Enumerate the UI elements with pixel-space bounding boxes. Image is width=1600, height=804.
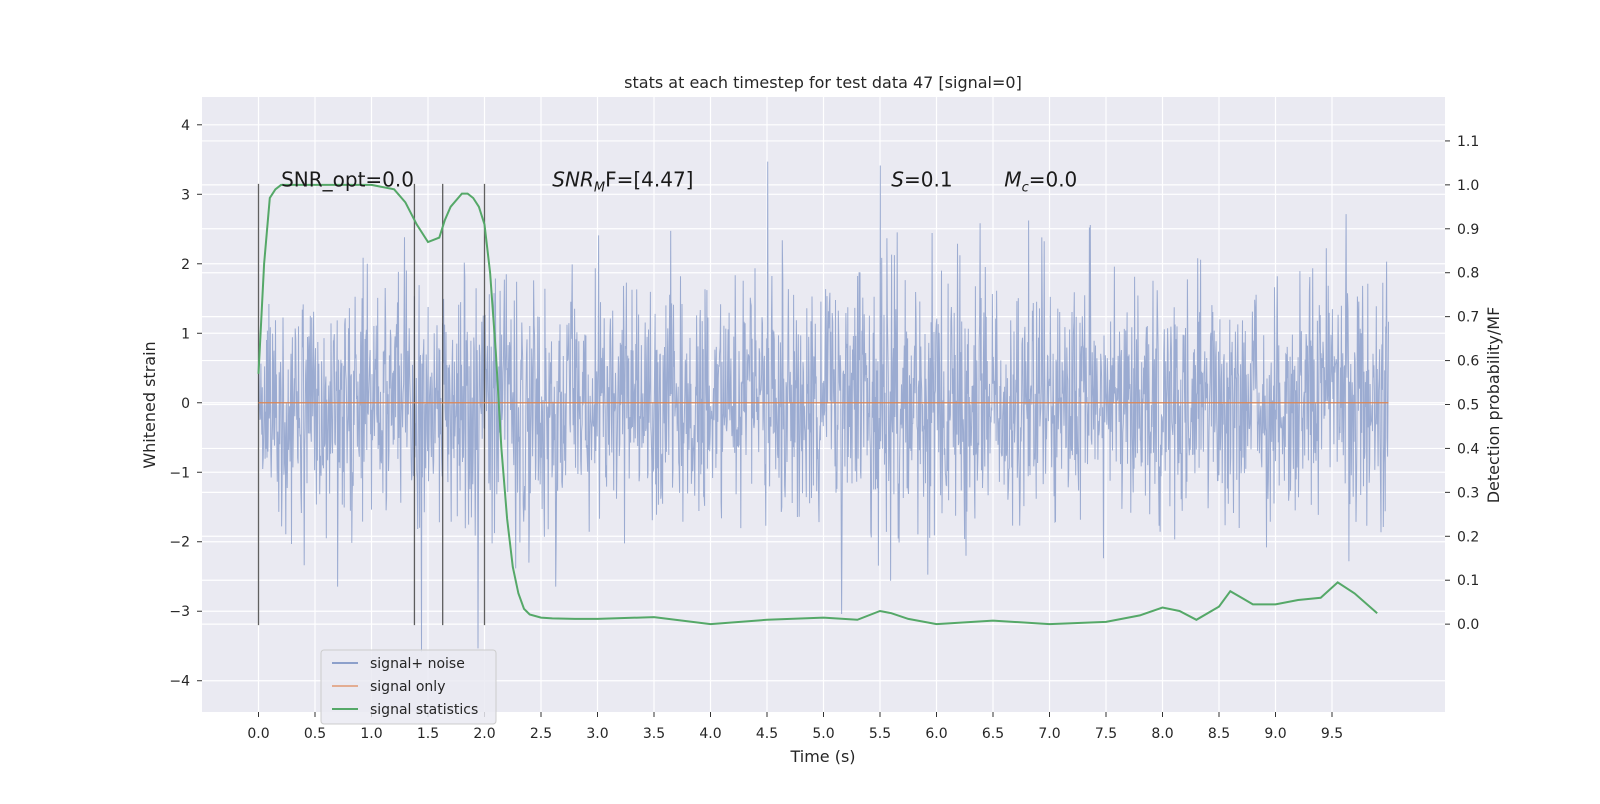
- signal-noise-line: [258, 161, 1389, 652]
- annotation-text-1: SNRMF=[4.47]: [552, 167, 693, 195]
- x-tick-label: 0.0: [247, 726, 269, 742]
- x-tick-label: 5.5: [869, 726, 891, 742]
- y-tick-label: 2: [181, 257, 190, 273]
- legend-label-signal-only: signal only: [370, 679, 445, 695]
- y-right-tick-label: 0.1: [1457, 573, 1479, 589]
- y-right-tick-label: 0.7: [1457, 310, 1479, 326]
- x-tick-label: 3.5: [643, 726, 665, 742]
- y-tick-label: 3: [181, 187, 190, 203]
- x-tick-label: 4.5: [756, 726, 778, 742]
- y-tick-label: 0: [181, 396, 190, 412]
- x-tick-label: 0.5: [304, 726, 326, 742]
- y-tick-label: 4: [181, 118, 190, 134]
- x-tick-label: 9.0: [1264, 726, 1286, 742]
- y-tick-label: −1: [169, 465, 190, 481]
- y-right-tick-label: 0.6: [1457, 354, 1479, 370]
- y-right-tick-label: 0.2: [1457, 529, 1479, 545]
- annotation-text-0: SNR_opt=0.0: [281, 167, 414, 191]
- legend-label-signal-noise: signal+ noise: [370, 656, 465, 672]
- line-series-layer: [257, 183, 1389, 626]
- signal-statistics-line: [257, 183, 1378, 626]
- legend: signal+ noise signal only signal statist…: [320, 649, 497, 725]
- x-tick-label: 8.0: [1151, 726, 1173, 742]
- x-axis-label: Time (s): [789, 747, 855, 766]
- x-tick-label: 6.5: [982, 726, 1004, 742]
- annotation-layer: SNR_opt=0.0 SNRMF=[4.47] S=0.1 Mc=0.0: [281, 167, 1077, 195]
- y-right-tick-label: 0.8: [1457, 266, 1479, 282]
- y-right-tick-label: 0.9: [1457, 222, 1479, 238]
- y-axis-right-label: Detection probability/MF: [1484, 307, 1503, 504]
- y-right-tick-label: 0.5: [1457, 398, 1479, 414]
- x-tick-label: 6.0: [925, 726, 947, 742]
- x-tick-label: 2.5: [530, 726, 552, 742]
- x-tick-label: 4.0: [699, 726, 721, 742]
- x-tick-label: 2.0: [473, 726, 495, 742]
- signal-noise-series: [258, 161, 1389, 652]
- legend-label-signal-statistics: signal statistics: [370, 702, 478, 718]
- y-right-tick-label: 0.0: [1457, 617, 1479, 633]
- legend-box: [320, 649, 497, 725]
- tick-layer: 0.0 0.5 1.0 1.5 2.0 2.5 3.0 3.5 4.0 4.5 5.0 5.5 6.0 6…: [169, 118, 1479, 742]
- y-right-tick-label: 0.4: [1457, 441, 1479, 457]
- y-tick-label: −3: [169, 604, 190, 620]
- y-tick-label: 1: [181, 326, 190, 342]
- y-axis-label: Whitened strain: [140, 341, 159, 468]
- y-tick-label: −2: [169, 535, 190, 551]
- annotation-text-3: Mc=0.0: [1004, 167, 1077, 195]
- y-tick-label: −4: [169, 674, 190, 690]
- x-tick-label: 7.0: [1038, 726, 1060, 742]
- x-tick-label: 3.0: [586, 726, 608, 742]
- x-tick-label: 9.5: [1321, 726, 1343, 742]
- x-tick-label: 1.5: [417, 726, 439, 742]
- x-tick-label: 5.0: [812, 726, 834, 742]
- x-tick-label: 8.5: [1208, 726, 1230, 742]
- y-right-tick-label: 1.1: [1457, 134, 1479, 150]
- y-right-tick-label: 1.0: [1457, 178, 1479, 194]
- x-tick-label: 7.5: [1095, 726, 1117, 742]
- chart-title: stats at each timestep for test data 47 …: [624, 73, 1022, 92]
- y-right-tick-label: 0.3: [1457, 485, 1479, 501]
- annotation-text-2: S=0.1: [891, 167, 952, 191]
- vertical-markers: [257, 183, 486, 626]
- x-tick-label: 1.0: [360, 726, 382, 742]
